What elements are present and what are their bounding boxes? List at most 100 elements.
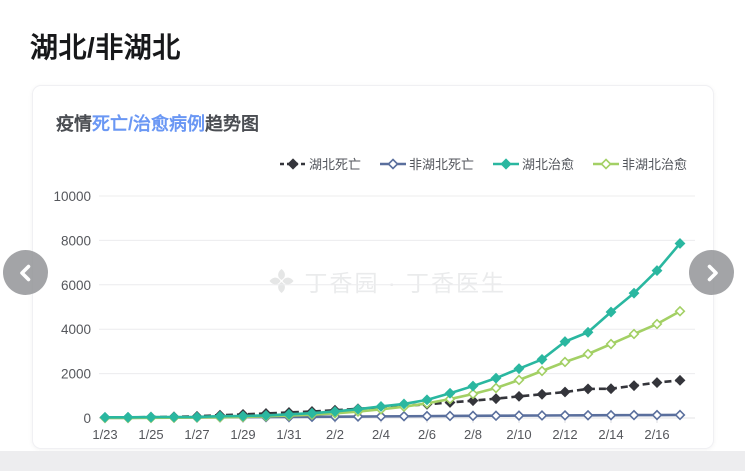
data-point-非湖北治愈 [444, 393, 456, 405]
data-point-非湖北治愈 [582, 348, 594, 360]
data-point-非湖北治愈 [628, 328, 640, 340]
data-point-湖北治愈 [260, 409, 272, 421]
x-axis-tick-label: 2/6 [418, 427, 436, 442]
data-point-湖北治愈 [375, 401, 387, 412]
y-axis-tick-label: 6000 [61, 278, 91, 293]
footer-strip [0, 451, 745, 471]
legend-label: 湖北治愈 [521, 157, 574, 172]
legend-marker-icon [592, 157, 619, 170]
data-point-非湖北死亡 [651, 409, 663, 421]
data-point-湖北治愈 [513, 363, 525, 375]
data-point-湖北治愈 [536, 353, 548, 365]
x-axis-tick-label: 1/31 [276, 427, 301, 442]
data-point-非湖北死亡 [398, 410, 410, 422]
x-axis-tick-label: 1/25 [138, 427, 163, 442]
series-line-湖北死亡 [104, 379, 681, 419]
trend-chart-card: 疫情死亡/治愈病例趋势图 湖北死亡 非湖北死亡 湖北治愈 非湖北治愈 丁香园 · 丁香… [32, 85, 714, 449]
data-point-非湖北死亡 [628, 409, 640, 421]
carousel-prev-button[interactable] [3, 250, 48, 295]
data-point-湖北治愈 [605, 306, 617, 318]
data-point-湖北死亡 [651, 377, 663, 389]
data-point-非湖北死亡 [467, 410, 479, 422]
data-point-湖北治愈 [490, 372, 502, 384]
y-axis-tick-label: 0 [83, 411, 91, 426]
y-axis-tick-label: 10000 [53, 189, 91, 204]
legend-label: 非湖北治愈 [621, 157, 687, 172]
carousel-next-button[interactable] [689, 250, 734, 295]
data-point-非湖北死亡 [490, 410, 502, 422]
chevron-right-icon [707, 264, 718, 281]
x-axis-tick-label: 2/4 [372, 427, 390, 442]
data-point-湖北死亡 [536, 388, 548, 400]
data-point-非湖北死亡 [536, 410, 548, 421]
x-axis-tick-label: 2/2 [326, 427, 344, 442]
data-point-非湖北治愈 [651, 318, 663, 330]
data-point-非湖北死亡 [513, 410, 525, 422]
data-point-非湖北死亡 [559, 409, 571, 421]
chart-legend: 湖北死亡 非湖北死亡 湖北治愈 非湖北治愈 [279, 154, 687, 173]
data-point-湖北治愈 [168, 411, 180, 423]
data-point-非湖北死亡 [421, 410, 433, 422]
x-axis-tick-label: 2/14 [598, 427, 623, 442]
data-point-湖北治愈 [329, 406, 341, 417]
data-point-湖北死亡 [674, 374, 686, 386]
legend-item-非湖北治愈[interactable]: 非湖北治愈 [592, 154, 687, 173]
chart-title: 疫情死亡/治愈病例趋势图 [56, 110, 259, 136]
data-point-湖北治愈 [122, 411, 134, 423]
trend-chart: 0 2000 4000 6000 8000 10000 1/23 1/25 1/27 1/29 1/… [53, 189, 695, 442]
chart-title-suffix: 趋势图 [205, 114, 260, 134]
page-title: 湖北/非湖北 [30, 32, 181, 63]
data-point-湖北治愈 [628, 287, 640, 299]
legend-item-非湖北死亡[interactable]: 非湖北死亡 [379, 154, 474, 173]
data-point-湖北治愈 [283, 408, 295, 420]
data-point-湖北治愈 [214, 410, 226, 422]
data-point-湖北治愈 [582, 326, 594, 338]
x-axis-tick-label: 1/29 [230, 427, 255, 442]
y-axis-tick-label: 8000 [61, 233, 91, 248]
data-point-湖北治愈 [421, 394, 433, 406]
chart-title-highlight: 死亡/治愈病例 [92, 114, 206, 134]
series-line-湖北治愈 [104, 242, 681, 419]
legend-label: 非湖北死亡 [408, 157, 474, 172]
y-axis-tick-label: 4000 [61, 322, 91, 337]
x-axis-tick-label: 2/12 [552, 427, 577, 442]
data-point-非湖北治愈 [467, 388, 479, 400]
data-point-湖北死亡 [582, 383, 594, 395]
data-point-非湖北死亡 [605, 409, 617, 421]
data-point-非湖北死亡 [444, 410, 456, 422]
data-point-湖北死亡 [513, 390, 525, 402]
data-point-湖北治愈 [398, 398, 410, 410]
data-point-非湖北死亡 [375, 410, 387, 422]
data-point-湖北死亡 [605, 383, 617, 395]
data-point-非湖北治愈 [513, 374, 525, 386]
x-axis-tick-label: 1/27 [184, 427, 209, 442]
x-axis-tick-label: 2/16 [644, 427, 669, 442]
data-point-湖北死亡 [559, 386, 571, 398]
x-axis-tick-label: 1/23 [92, 427, 117, 442]
legend-marker-icon [379, 157, 406, 170]
x-axis-tick-label: 2/10 [506, 427, 531, 442]
legend-item-湖北死亡[interactable]: 湖北死亡 [279, 154, 361, 173]
data-point-湖北死亡 [628, 380, 640, 392]
data-point-湖北治愈 [191, 411, 203, 423]
data-point-湖北治愈 [352, 403, 364, 415]
chevron-left-icon [19, 264, 30, 281]
data-point-湖北治愈 [559, 336, 571, 348]
x-axis-tick-label: 2/8 [464, 427, 482, 442]
data-point-非湖北死亡 [582, 409, 594, 421]
legend-marker-icon [279, 157, 306, 170]
data-point-湖北治愈 [237, 410, 249, 422]
data-point-湖北治愈 [306, 407, 318, 419]
y-axis-tick-label: 2000 [61, 367, 91, 382]
legend-item-湖北治愈[interactable]: 湖北治愈 [492, 154, 574, 173]
data-point-湖北治愈 [674, 238, 686, 249]
data-point-非湖北治愈 [490, 382, 502, 394]
data-point-湖北治愈 [467, 380, 479, 392]
data-point-湖北治愈 [651, 265, 663, 277]
data-point-非湖北治愈 [559, 356, 571, 368]
data-point-非湖北治愈 [674, 305, 686, 317]
data-point-湖北治愈 [145, 411, 157, 423]
chart-title-prefix: 疫情 [56, 114, 92, 134]
data-point-湖北死亡 [467, 395, 479, 407]
data-point-湖北死亡 [490, 393, 502, 405]
